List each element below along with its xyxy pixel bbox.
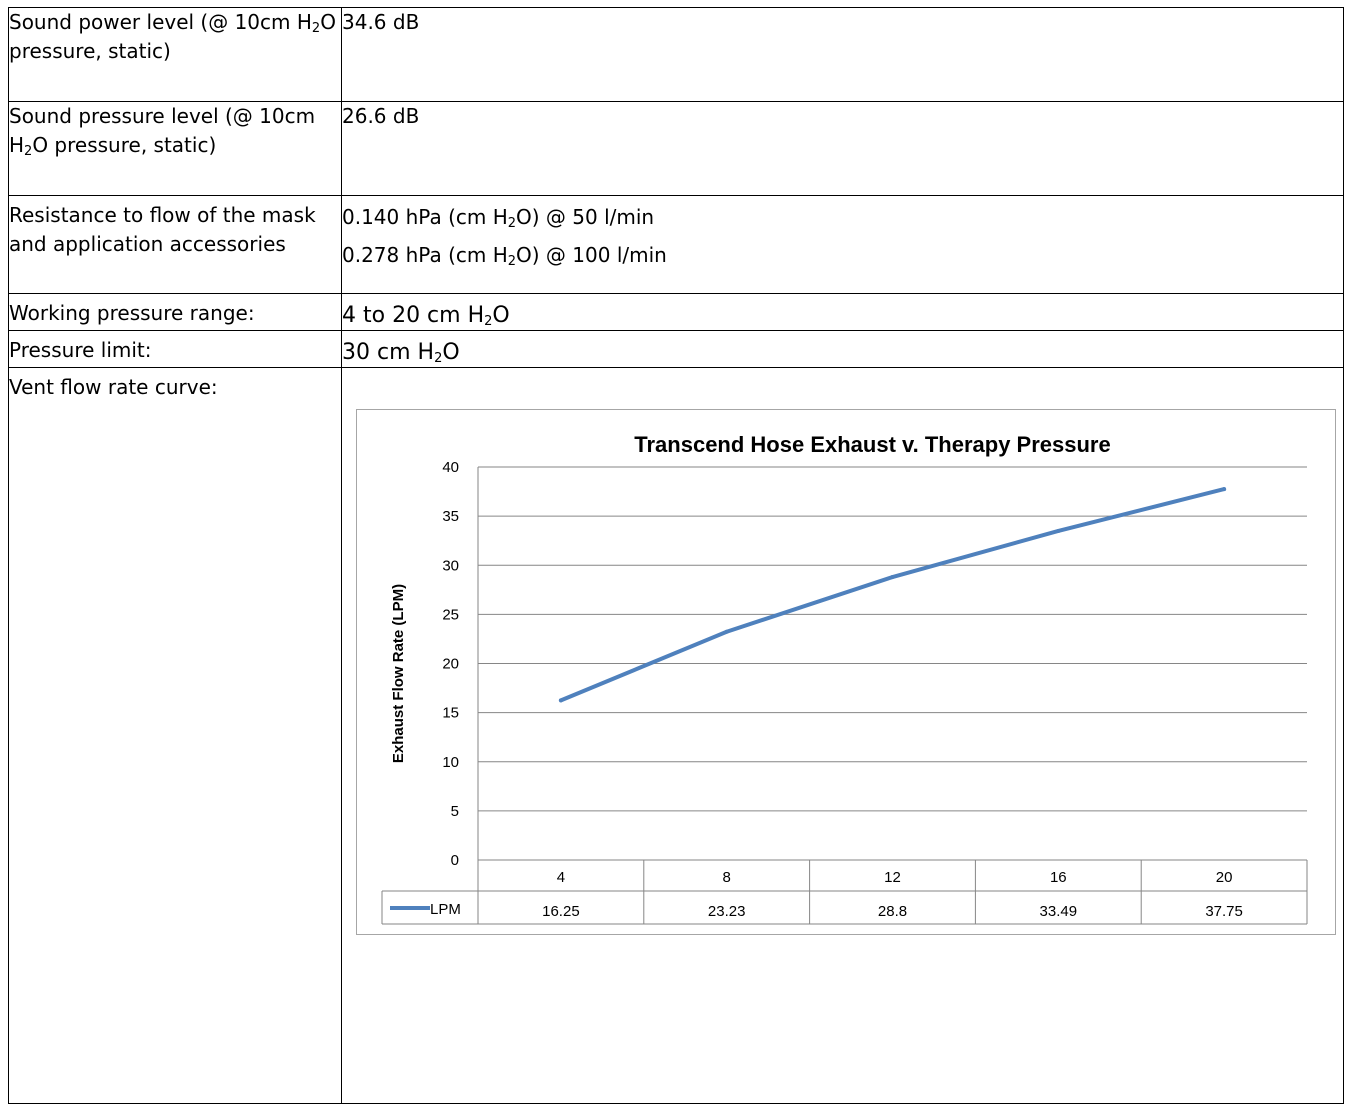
table-row: Working pressure range: 4 to 20 cm H2O xyxy=(8,293,1344,331)
table-row: Pressure limit: 30 cm H2O xyxy=(8,330,1344,368)
y-tick-label: 5 xyxy=(451,803,459,820)
x-tick-label: 20 xyxy=(1216,869,1233,886)
data-point xyxy=(558,698,563,703)
data-table-value: 16.25 xyxy=(542,903,580,920)
data-point xyxy=(724,629,729,634)
y-axis-label: Exhaust Flow Rate (LPM) xyxy=(390,584,407,763)
resistance-line-1: 0.140 hPa (cm H2O) @ 50 l/min xyxy=(342,205,655,231)
y-tick-label: 35 xyxy=(442,508,459,525)
sound-power-value: 34.6 dB xyxy=(341,7,1344,102)
data-table-value: 33.49 xyxy=(1040,903,1078,920)
series-line-lpm xyxy=(558,487,1227,703)
spec-table: Sound power level (@ 10cm H2O pressure, … xyxy=(8,7,1344,1104)
y-tick-label: 15 xyxy=(442,705,459,722)
x-tick-label: 8 xyxy=(723,869,731,886)
table-row: Resistance to flow of the mask and appli… xyxy=(8,195,1344,294)
y-tick-label: 20 xyxy=(442,656,459,673)
x-tick-label: 4 xyxy=(557,869,565,886)
y-tick-label: 40 xyxy=(442,459,459,476)
pressure-limit-label: Pressure limit: xyxy=(8,330,342,368)
y-tick-label: 10 xyxy=(442,754,459,771)
sound-pressure-value: 26.6 dB xyxy=(341,101,1344,196)
x-tick-label: 12 xyxy=(884,869,901,886)
vent-flow-chart-cell: Transcend Hose Exhaust v. Therapy Pressu… xyxy=(341,367,1344,1104)
working-pressure-value: 4 to 20 cm H2O xyxy=(341,293,1344,331)
data-point xyxy=(890,575,895,580)
data-table-value: 37.75 xyxy=(1205,903,1243,920)
vent-flow-label: Vent flow rate curve: xyxy=(8,367,342,1104)
data-table-value: 23.23 xyxy=(708,903,746,920)
sound-pressure-label: Sound pressure level (@ 10cm H2O pressur… xyxy=(8,101,342,196)
pressure-limit-value: 30 cm H2O xyxy=(341,330,1344,368)
table-row: Sound pressure level (@ 10cm H2O pressur… xyxy=(8,101,1344,196)
x-tick-label: 16 xyxy=(1050,869,1067,886)
sound-power-label: Sound power level (@ 10cm H2O pressure, … xyxy=(8,7,342,102)
resistance-label: Resistance to flow of the mask and appli… xyxy=(8,195,342,294)
data-point xyxy=(1222,487,1227,492)
working-pressure-label: Working pressure range: xyxy=(8,293,342,331)
y-tick-label: 30 xyxy=(442,557,459,574)
chart-title: Transcend Hose Exhaust v. Therapy Pressu… xyxy=(634,432,1110,457)
table-row: Sound power level (@ 10cm H2O pressure, … xyxy=(8,7,1344,102)
y-tick-label: 0 xyxy=(451,852,459,869)
legend-label: LPM xyxy=(430,901,461,918)
resistance-value: 0.140 hPa (cm H2O) @ 50 l/min 0.278 hPa … xyxy=(341,195,1344,294)
flow-chart-svg: Transcend Hose Exhaust v. Therapy Pressu… xyxy=(381,432,1308,925)
data-point xyxy=(1056,528,1061,533)
y-tick-label: 25 xyxy=(442,606,459,623)
data-table-value: 28.8 xyxy=(878,903,907,920)
table-row: Vent flow rate curve: Transcend Hose Exh… xyxy=(8,367,1344,1104)
flow-chart: Transcend Hose Exhaust v. Therapy Pressu… xyxy=(356,409,1336,935)
resistance-line-2: 0.278 hPa (cm H2O) @ 100 l/min xyxy=(342,243,667,269)
